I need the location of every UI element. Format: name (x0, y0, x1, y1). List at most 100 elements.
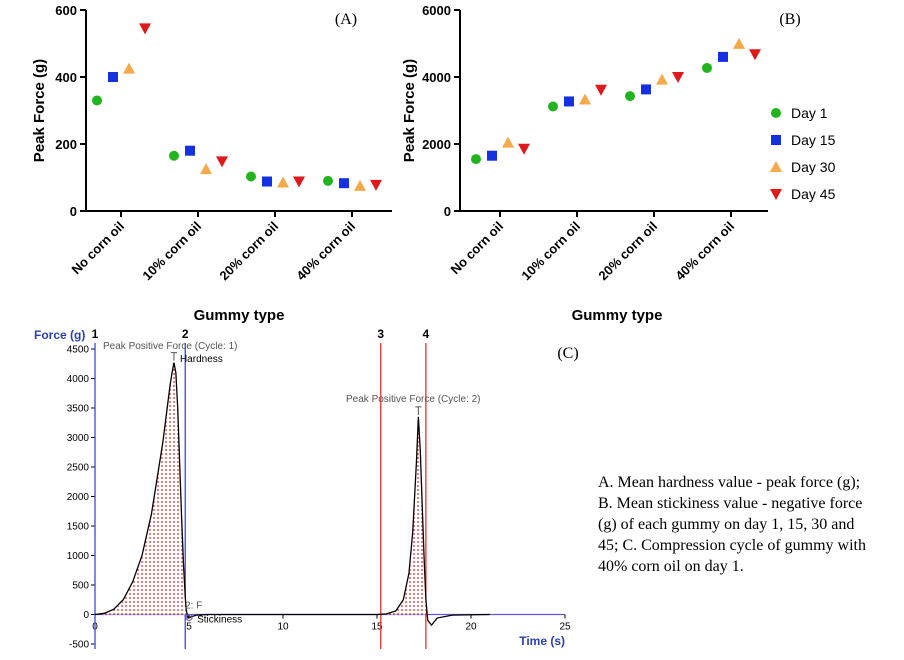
stickiness-marker (185, 614, 193, 621)
cycle-marker-label: 3 (377, 327, 384, 341)
data-point (702, 62, 712, 73)
y-tick-label: 4500 (67, 345, 90, 356)
caption: A. Mean hardness value - peak force (g);… (598, 474, 866, 575)
legend-label: Day 1 (791, 105, 828, 121)
x-axis-title: Gummy type (194, 307, 285, 324)
y-tick-label: 2000 (67, 492, 90, 503)
y-tick-label: 3000 (67, 433, 90, 444)
y-tick-label: 0 (70, 204, 77, 219)
y-axis-title: Force (g) (34, 328, 85, 342)
annotation-stickiness: Stickiness (197, 615, 242, 626)
area-cycle-1 (95, 362, 187, 615)
chart-a: 0 200 400 600 No corn oil 10% corn oil 20% cor… (31, 3, 392, 324)
x-tick-label: 5 (186, 622, 192, 633)
peak-marker-1 (170, 352, 177, 361)
x-tick-label: 15 (371, 622, 383, 633)
y-tick-label: 0 (444, 204, 451, 219)
y-tick-label: 200 (55, 137, 77, 152)
annotation-hardness: Hardness (180, 354, 223, 365)
data-point (339, 178, 349, 189)
data-point (185, 145, 195, 156)
data-point (641, 84, 651, 95)
x-tick-label: 25 (559, 622, 571, 633)
y-tick-label: 4000 (67, 374, 90, 385)
data-point (169, 150, 179, 161)
data-point (518, 143, 530, 155)
data-point (293, 176, 305, 188)
cycle-marker-label: 1 (92, 327, 99, 341)
data-point (108, 72, 118, 82)
data-point (200, 163, 212, 175)
data-point (502, 136, 514, 148)
data-point (625, 91, 635, 102)
y-tick-label: 400 (55, 70, 77, 85)
data-point (370, 179, 382, 191)
data-point (92, 95, 102, 106)
area-cycle-2 (386, 416, 426, 615)
data-point (323, 175, 333, 186)
x-tick-label: 10 (277, 622, 289, 633)
y-axis-title: Peak Force (g) (31, 59, 48, 162)
data-point (246, 171, 256, 182)
data-point (354, 179, 366, 191)
x-tick-label: No corn oil (448, 219, 507, 278)
x-tick-label: 10% corn oil (518, 219, 583, 284)
data-point (277, 176, 289, 188)
x-tick-label: 40% corn oil (672, 219, 737, 284)
legend-label: Day 45 (791, 186, 836, 202)
x-axis-title: Time (s) (519, 634, 565, 648)
panel-label: (A) (335, 11, 357, 28)
force-curve (94, 362, 490, 627)
legend-label: Day 30 (791, 159, 836, 175)
y-tick-label: 600 (55, 3, 77, 18)
y-tick-label: 4000 (422, 70, 451, 85)
y-tick-label: 6000 (422, 3, 451, 18)
data-point (718, 51, 728, 62)
x-tick-label: 10% corn oil (139, 219, 204, 284)
chart-b: 0 2000 4000 6000 No corn oil 10% corn oil 20% … (401, 3, 801, 324)
x-axis-title: Gummy type (572, 307, 663, 324)
panel-label: (C) (557, 345, 578, 362)
annotation-force-marker: 2: F (185, 601, 202, 612)
y-tick-label: 2500 (67, 463, 90, 474)
legend-marker (770, 161, 782, 172)
y-axis-title: Peak Force (g) (401, 59, 418, 162)
data-point (139, 23, 151, 35)
x-tick-label: 20% corn oil (595, 219, 660, 284)
x-tick-label: 40% corn oil (293, 219, 358, 284)
legend-marker (770, 189, 782, 200)
data-point (548, 101, 558, 112)
y-tick-label: 1000 (67, 551, 90, 562)
data-point (262, 176, 272, 187)
data-point (733, 37, 745, 49)
chart-c: Force (g) Time (s) (C) -500 0 500 1000 1500 2000… (34, 327, 579, 651)
y-tick-label: 1500 (67, 522, 90, 533)
peak-marker-2 (415, 406, 422, 415)
x-tick-label: 20% corn oil (216, 219, 281, 284)
cycle-marker-label: 4 (423, 327, 430, 341)
annotation-peak-1: Peak Positive Force (Cycle: 1) (103, 341, 238, 352)
data-point (123, 62, 135, 74)
legend-label: Day 15 (791, 132, 836, 148)
data-point (564, 96, 574, 107)
y-tick-label: 0 (83, 610, 89, 621)
y-tick-label: -500 (69, 640, 89, 651)
data-point (749, 49, 761, 61)
legend: Day 1 Day 15 Day 30 Day 45 (770, 105, 836, 202)
data-point (672, 72, 684, 83)
panel-label: (B) (779, 11, 800, 28)
data-point (216, 156, 228, 168)
cycle-marker-label: 2 (182, 327, 189, 341)
x-tick-label: 20 (465, 622, 477, 633)
data-point (579, 93, 591, 105)
legend-marker (771, 135, 781, 145)
y-tick-label: 3500 (67, 404, 90, 415)
y-tick-label: 500 (72, 581, 89, 592)
data-point (656, 73, 668, 85)
data-point (487, 150, 497, 161)
legend-marker (771, 108, 781, 118)
annotation-peak-2: Peak Positive Force (Cycle: 2) (346, 394, 481, 405)
data-point (595, 84, 607, 96)
data-point (471, 154, 481, 165)
